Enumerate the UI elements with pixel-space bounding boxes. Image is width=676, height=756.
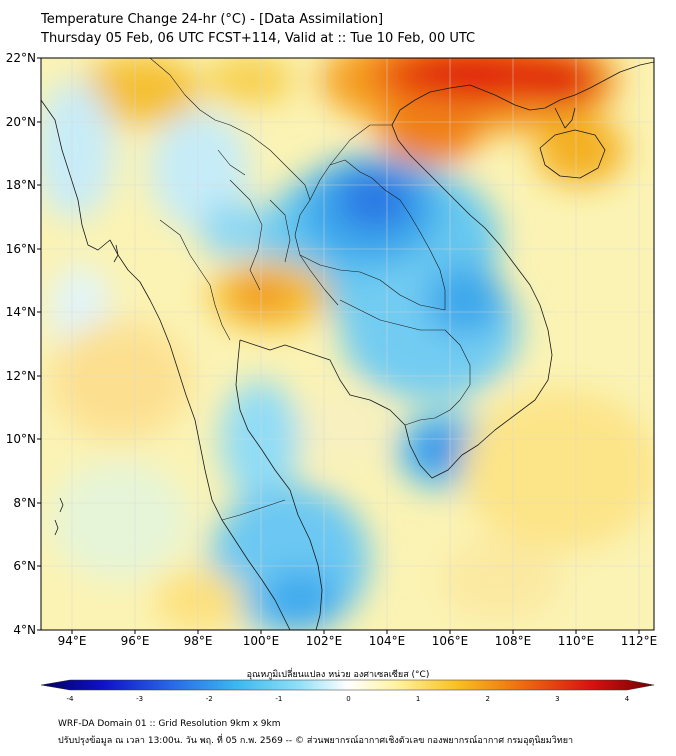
lat-label: 10°N [6,432,36,446]
lat-label: 16°N [6,242,36,256]
anomaly-blobs [41,58,654,630]
coastlines [41,61,654,630]
lon-label: 112°E [621,634,658,648]
lon-label: 96°E [121,634,150,648]
lat-label: 6°N [13,559,36,573]
lat-label: 18°N [6,178,36,192]
lon-label: 94°E [58,634,87,648]
lon-labels: 94°E 96°E 98°E 100°E 102°E 104°E 106°E 1… [58,634,658,648]
footer-model-info: WRF-DA Domain 01 :: Grid Resolution 9km … [58,719,281,729]
map-frame [40,57,655,631]
gridlines [41,57,654,630]
lon-label: 108°E [495,634,532,648]
map-title: Temperature Change 24-hr (°C) - [Data As… [41,12,384,27]
lon-label: 106°E [432,634,469,648]
temperature-change-map: 94°E 96°E 98°E 100°E 102°E 104°E 106°E 1… [6,51,658,648]
lon-label: 102°E [306,634,343,648]
map-subtitle: Thursday 05 Feb, 06 UTC FCST+114, Valid … [41,31,476,46]
colorbar-label: อุณหภูมิเปลี่ยนแปลง หน่วย องศาเซลเซียส (… [246,670,430,680]
lat-label: 14°N [6,305,36,319]
footer-credit: ปรับปรุงข้อมูล ณ เวลา 13:00น. วัน พฤ. ที… [58,736,574,746]
lat-label: 8°N [13,496,36,510]
lat-label: 20°N [6,115,36,129]
lat-label: 12°N [6,369,36,383]
lon-label: 98°E [184,634,213,648]
lon-label: 104°E [369,634,406,648]
lon-label: 110°E [558,634,595,648]
axis-ticks [37,57,640,634]
lat-label: 22°N [6,51,36,65]
country-borders [149,58,471,521]
lat-label: 4°N [13,623,36,637]
anomaly-field [41,58,654,630]
lon-label: 100°E [243,634,280,648]
lat-labels: 22°N 20°N 18°N 16°N 14°N 12°N 10°N 8°N 6… [6,51,36,637]
